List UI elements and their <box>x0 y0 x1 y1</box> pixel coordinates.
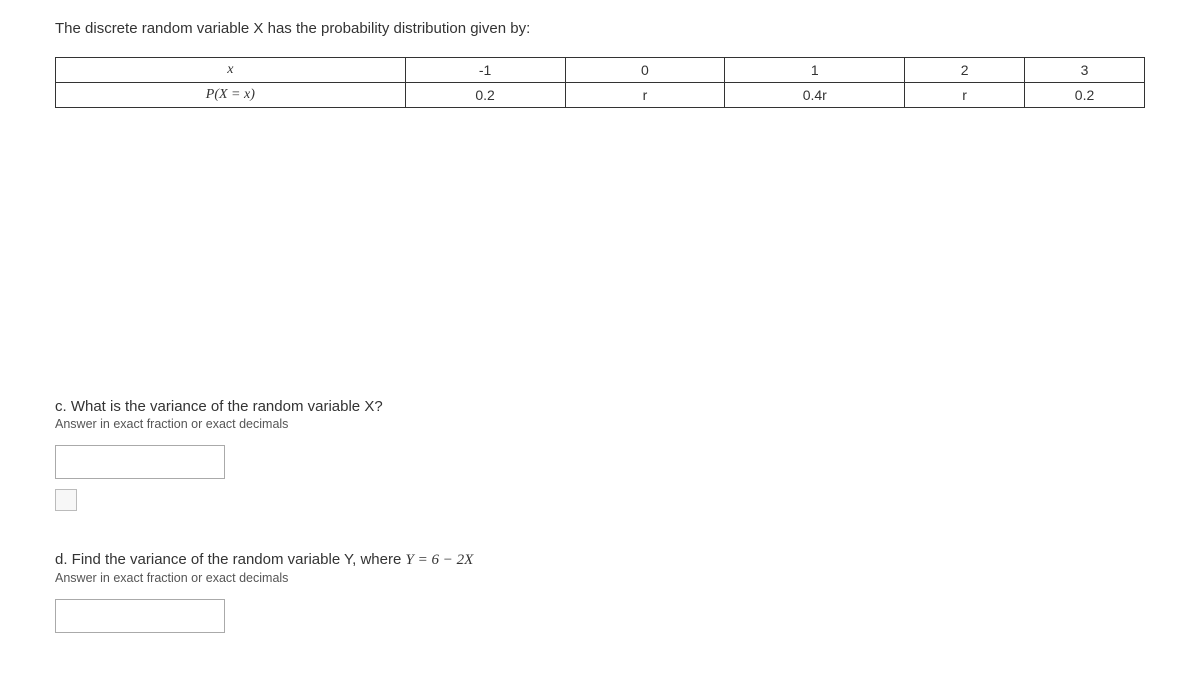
cell: 0.2 <box>405 83 565 108</box>
question-d: d. Find the variance of the random varia… <box>55 551 1145 633</box>
row-label-px: P(X = x) <box>56 83 406 108</box>
cell: 3 <box>1025 58 1145 83</box>
status-box-c <box>55 489 77 511</box>
question-c: c. What is the variance of the random va… <box>55 398 1145 511</box>
cell: 2 <box>905 58 1025 83</box>
whitespace-region <box>55 128 1145 398</box>
cell: 1 <box>725 58 905 83</box>
row-label-x: x <box>56 58 406 83</box>
cell: r <box>565 83 725 108</box>
answer-input-c[interactable] <box>55 445 225 479</box>
answer-input-d[interactable] <box>55 599 225 633</box>
question-d-prefix: d. Find the variance of the random varia… <box>55 551 406 568</box>
table-row: x -1 0 1 2 3 <box>56 58 1145 83</box>
question-d-equation: Y = 6 − 2X <box>406 552 474 568</box>
cell: 0.2 <box>1025 83 1145 108</box>
cell: 0 <box>565 58 725 83</box>
question-d-hint: Answer in exact fraction or exact decima… <box>55 571 1145 585</box>
problem-intro: The discrete random variable X has the p… <box>55 20 1145 37</box>
cell: 0.4r <box>725 83 905 108</box>
question-d-text: d. Find the variance of the random varia… <box>55 551 1145 569</box>
cell: -1 <box>405 58 565 83</box>
cell: r <box>905 83 1025 108</box>
table-row: P(X = x) 0.2 r 0.4r r 0.2 <box>56 83 1145 108</box>
question-c-text: c. What is the variance of the random va… <box>55 398 1145 415</box>
question-c-hint: Answer in exact fraction or exact decima… <box>55 417 1145 431</box>
distribution-table: x -1 0 1 2 3 P(X = x) 0.2 r 0.4r r 0.2 <box>55 57 1145 108</box>
